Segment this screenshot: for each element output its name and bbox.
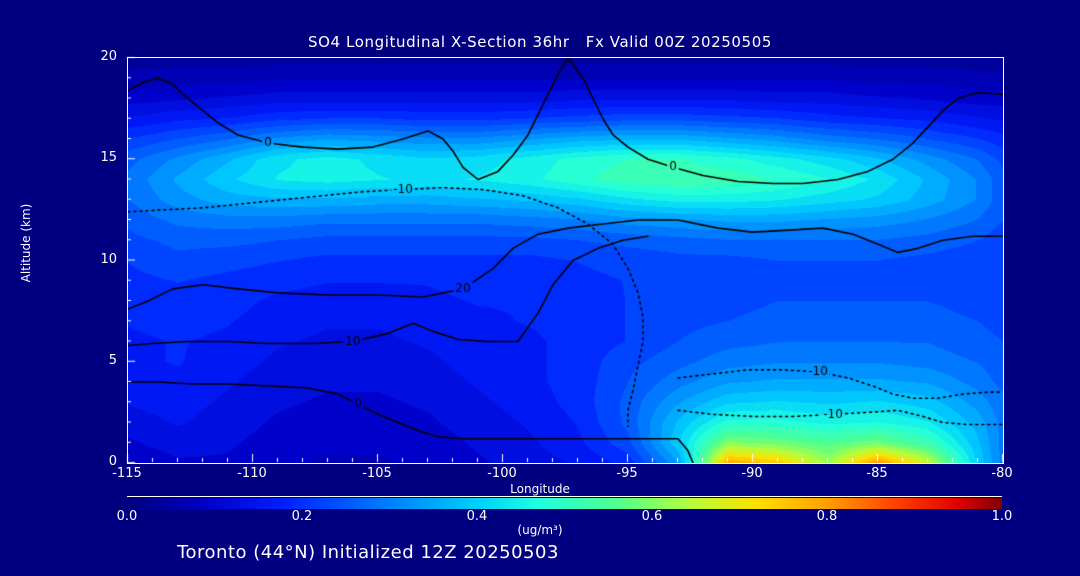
x-tick-label: -80 xyxy=(991,466,1013,481)
colorbar-units-label: (ug/m³) xyxy=(517,523,563,537)
x-axis-label: Longitude xyxy=(510,482,570,496)
plot-title: SO4 Longitudinal X-Section 36hr Fx Valid… xyxy=(308,33,772,51)
colorbar-tick-label: 0.0 xyxy=(116,509,138,524)
y-tick-label: 0 xyxy=(108,454,117,469)
y-tick-label: 20 xyxy=(100,49,117,64)
colorbar xyxy=(127,496,1002,509)
colorbar-gradient xyxy=(127,498,1002,509)
colorbar-tick-label: 1.0 xyxy=(991,509,1013,524)
x-tick-label: -100 xyxy=(487,466,517,481)
x-tick-label: -85 xyxy=(866,466,888,481)
x-tick-label: -95 xyxy=(616,466,638,481)
plot-area xyxy=(127,57,1004,464)
colorbar-tick-label: 0.4 xyxy=(466,509,488,524)
colorbar-tick-label: 0.6 xyxy=(641,509,663,524)
colorbar-tick-label: 0.8 xyxy=(816,509,838,524)
y-tick-label: 5 xyxy=(108,352,117,368)
footer-caption: Toronto (44°N) Initialized 12Z 20250503 xyxy=(177,542,559,563)
y-tick-label: 10 xyxy=(100,251,117,267)
x-tick-label: -110 xyxy=(237,466,267,481)
isotherm-contours xyxy=(128,58,1003,463)
x-tick-label: -90 xyxy=(741,466,763,481)
x-tick-label: -105 xyxy=(362,466,392,481)
colorbar-tick-label: 0.2 xyxy=(291,509,313,524)
y-axis-label: Altitude (km) xyxy=(19,203,33,283)
y-tick-label: 15 xyxy=(100,150,117,166)
